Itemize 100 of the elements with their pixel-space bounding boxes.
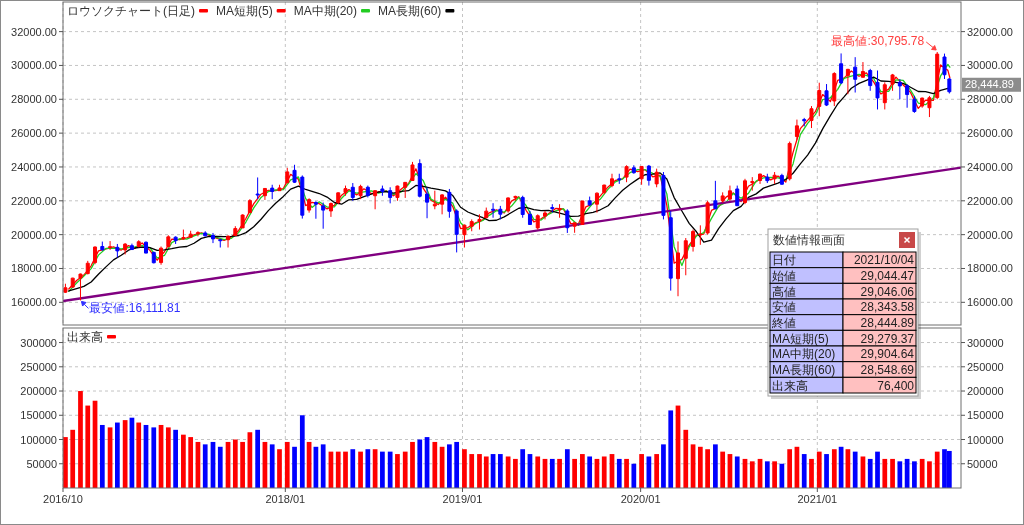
x-tick-label: 2019/01	[442, 493, 483, 505]
annotation: MA長期(60)	[772, 362, 836, 377]
bar	[115, 422, 120, 488]
y2-tick-label: 26000.00	[967, 127, 1013, 140]
bar	[654, 454, 660, 488]
bar	[713, 444, 718, 488]
bar	[549, 458, 555, 488]
bar	[350, 449, 356, 488]
bar	[520, 449, 526, 488]
x-tick-label: 2018/01	[265, 493, 306, 505]
bar	[136, 422, 142, 488]
annotation: MA中期(20)	[772, 347, 836, 362]
bar	[432, 441, 438, 488]
bar	[852, 451, 858, 488]
annotation: 28,343.58	[860, 300, 915, 315]
bar	[934, 451, 940, 488]
y-tick-label: 250000	[20, 360, 57, 373]
annotation: 出来高	[772, 378, 808, 393]
y2-tick-label: 50000	[967, 457, 998, 470]
bar	[912, 461, 917, 488]
bar	[734, 456, 740, 488]
bar	[705, 449, 710, 488]
x-tick-label: 2016/10	[43, 493, 83, 505]
bar	[70, 429, 76, 488]
annotation: 28,444.89	[965, 78, 1014, 91]
annotation: 2021/10/04	[853, 253, 915, 268]
annotation: 29,904.64	[860, 347, 915, 362]
legend-label: 出来高	[67, 330, 103, 344]
y2-tick-label: 16000.00	[967, 296, 1013, 309]
bar	[477, 454, 482, 488]
annotation: 日付	[772, 253, 796, 268]
annotation: 高値	[772, 284, 796, 299]
legend-label: MA中期(20)	[293, 4, 358, 18]
y2-tick-label: 18000.00	[967, 262, 1013, 275]
bar	[720, 451, 726, 488]
bar	[697, 446, 703, 488]
y2-tick-label: 20000.00	[967, 228, 1013, 241]
bar	[454, 441, 460, 488]
bar	[173, 429, 178, 488]
bar	[343, 451, 348, 488]
bar	[365, 449, 371, 488]
bar	[202, 444, 208, 488]
bar	[867, 458, 873, 488]
bar	[165, 427, 171, 488]
bar	[292, 446, 297, 488]
annotation: 29,046.06	[860, 284, 915, 299]
bar	[188, 437, 194, 488]
bar	[483, 456, 489, 488]
bar	[269, 444, 275, 488]
bar	[320, 444, 326, 488]
bar	[469, 454, 475, 488]
annotation: 最安値:16,111.81	[89, 301, 181, 316]
bar	[99, 424, 105, 488]
y2-tick-label: 100000	[967, 433, 1004, 446]
y-tick-label: 50000	[26, 457, 57, 470]
bar	[358, 451, 363, 488]
annotation: 始値	[772, 268, 796, 283]
bar	[749, 461, 755, 488]
bar	[587, 456, 593, 488]
text: 数値情報画面	[773, 233, 845, 247]
y-tick-label: 150000	[20, 409, 57, 422]
bar	[890, 458, 895, 488]
annotation: 28,548.69	[860, 362, 915, 377]
bar	[232, 439, 238, 488]
bar	[946, 450, 952, 488]
y-tick-label: 26000.00	[11, 127, 57, 140]
y2-tick-label: 28000.00	[967, 93, 1013, 106]
y-tick-label: 300000	[20, 336, 57, 349]
bar	[631, 463, 637, 488]
bar	[639, 454, 644, 488]
bar	[395, 454, 400, 488]
bar	[78, 391, 83, 488]
x-tick-label: 2021/01	[797, 493, 838, 505]
y-tick-label: 100000	[20, 433, 57, 446]
annotation: 最高値:30,795.78	[831, 33, 925, 48]
bar	[816, 451, 822, 488]
legend-label: MA短期(5)	[216, 4, 273, 18]
bar	[85, 405, 91, 488]
bar	[809, 458, 814, 488]
bar	[462, 449, 467, 488]
bar	[335, 451, 341, 488]
bar	[513, 458, 518, 488]
bar	[882, 458, 888, 488]
bar	[831, 449, 837, 488]
y-tick-label: 28000.00	[11, 93, 57, 106]
bar	[447, 444, 452, 488]
y-tick-label: 24000.00	[11, 160, 57, 173]
annotation: 76,400	[877, 378, 915, 393]
bar	[668, 410, 674, 488]
x-tick-label: 2020/01	[620, 493, 661, 505]
bar	[417, 439, 423, 488]
y2-tick-label: 250000	[967, 360, 1004, 373]
bar	[402, 451, 408, 488]
bar	[601, 456, 607, 488]
y-tick-label: 30000.00	[11, 59, 57, 72]
y2-tick-label: 22000.00	[967, 194, 1013, 207]
bar	[624, 458, 629, 488]
bar	[572, 458, 577, 488]
legend-label: MA長期(60)	[378, 4, 442, 18]
y2-tick-label: 32000.00	[967, 25, 1013, 38]
